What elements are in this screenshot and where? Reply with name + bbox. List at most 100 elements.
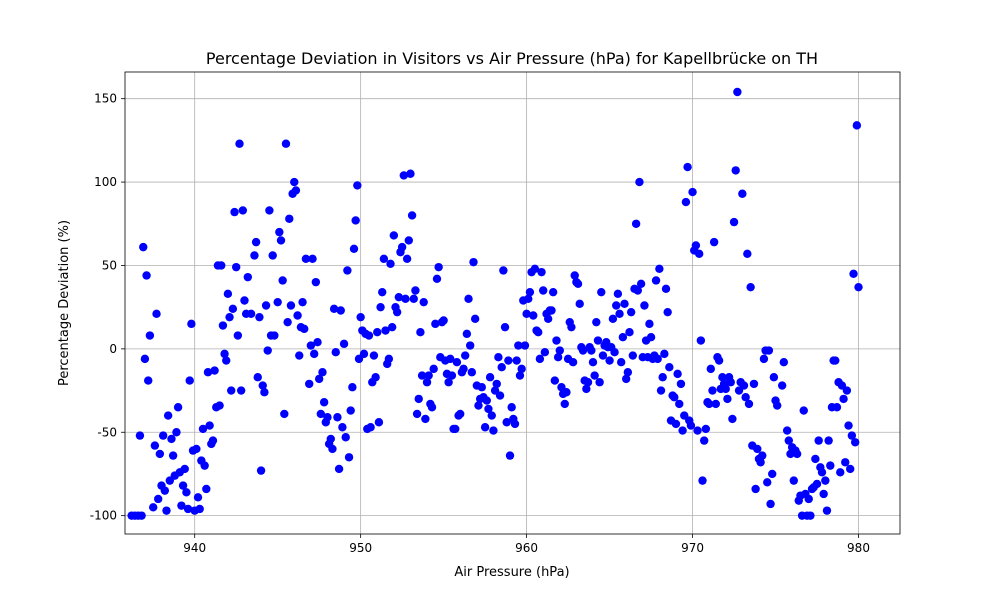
data-point [623,368,633,377]
data-point [270,331,279,340]
data-point [236,386,246,395]
data-point [281,139,291,148]
data-point [515,371,525,380]
data-point [465,341,475,350]
data-point [149,503,158,512]
data-point [444,378,453,387]
data-point [612,301,621,310]
data-point [399,171,408,180]
axis-ticks: 940 950 960 970 980 -100 -50 0 50 100 150 [90,92,870,555]
data-point [708,386,717,395]
data-point [314,374,324,384]
data-point [552,336,561,345]
y-tick-label: -50 [97,425,117,439]
data-point [500,322,510,332]
data-point [331,348,340,357]
data-point [698,476,707,485]
data-point [753,444,762,454]
x-tick-label: 940 [183,541,206,555]
data-point [485,373,495,382]
data-points [127,87,863,520]
data-point [318,368,327,377]
data-point [811,454,820,464]
data-point [655,264,664,274]
data-point [341,433,350,442]
data-point [819,489,828,499]
data-point [373,327,382,337]
data-point [613,289,623,299]
data-point [233,331,243,340]
data-point [482,396,491,405]
y-tick-label: 50 [102,258,117,272]
data-point [432,274,442,284]
data-point [636,279,646,289]
data-point [366,423,375,432]
data-point [514,341,523,350]
data-point [640,301,649,310]
data-point [615,309,624,319]
data-point [351,216,360,225]
data-point [417,371,427,380]
data-point [693,426,702,435]
data-point [261,301,271,310]
data-point [286,301,296,310]
data-point [696,336,706,345]
data-point [316,409,326,419]
data-point [573,279,583,289]
y-axis-label: Percentage Deviation (%) [57,220,72,386]
data-point [709,237,719,247]
data-point [595,378,604,387]
data-point [592,317,601,327]
data-point [293,311,302,320]
data-point [772,401,782,410]
data-point [495,391,505,400]
data-point [489,426,498,435]
data-point [524,294,533,304]
data-point [424,371,433,380]
data-point [329,304,339,314]
data-point [273,297,282,307]
data-point [301,254,311,263]
data-point [153,494,163,504]
data-point [504,356,513,365]
data-point [749,379,759,389]
data-point [336,306,345,315]
data-point [235,139,244,148]
data-point [168,451,178,460]
data-point [822,506,832,515]
data-point [378,287,387,297]
data-point [203,368,213,377]
data-point [290,177,299,187]
data-point [202,484,211,494]
data-point [714,356,724,365]
data-point [446,354,455,364]
grid [125,72,900,534]
data-point [371,373,380,382]
y-tick-label: -100 [90,509,117,523]
data-point [846,464,855,474]
data-point [665,363,674,372]
data-point [597,287,606,297]
data-point [265,206,274,215]
data-point [319,398,329,407]
data-point [590,371,599,380]
data-point [562,388,571,397]
data-point [152,309,161,319]
data-point [701,424,711,434]
data-point [588,358,598,367]
data-point [185,376,194,385]
data-point [555,346,564,355]
data-point [839,394,848,404]
data-point [812,479,822,489]
data-point [343,266,352,275]
data-point [587,346,596,355]
data-point [309,349,319,359]
data-point [421,414,430,424]
data-point [295,351,304,360]
data-point [726,378,735,387]
data-point [461,351,470,360]
data-point [505,451,515,460]
data-point [582,384,591,394]
data-point [517,364,526,374]
